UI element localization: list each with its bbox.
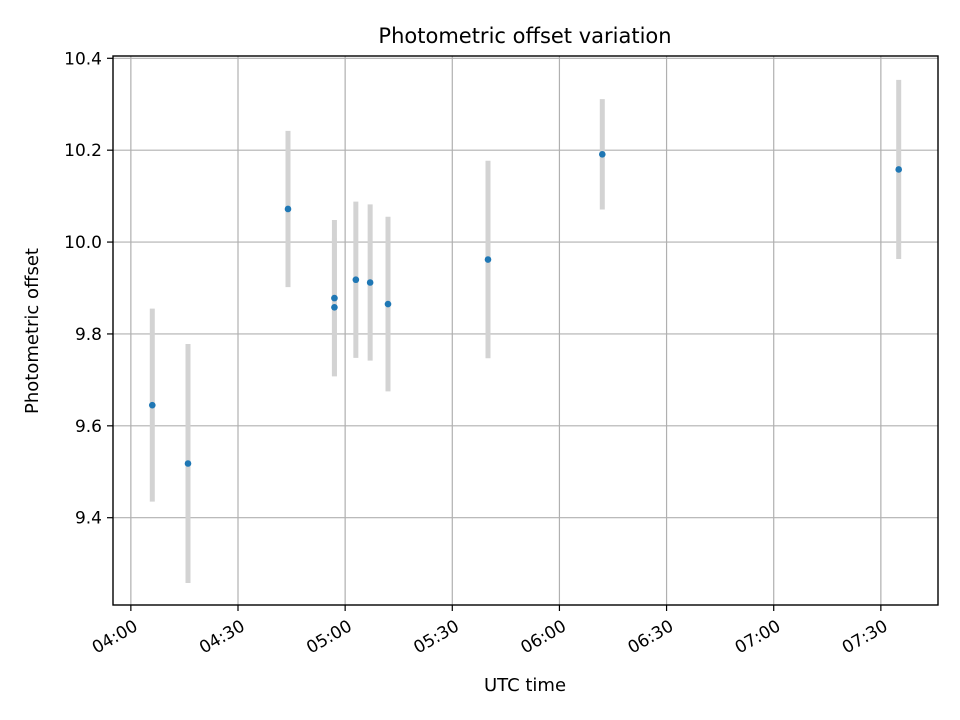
y-tick-label: 10.0 <box>64 233 102 253</box>
data-point <box>331 303 338 311</box>
data-point <box>184 460 192 467</box>
chart-title: Photometric offset variation <box>378 24 671 48</box>
data-point <box>148 401 156 409</box>
y-tick-label: 9.8 <box>75 325 102 345</box>
y-tick-label: 9.6 <box>75 417 102 437</box>
y-tick-label: 10.2 <box>64 141 102 161</box>
data-point <box>484 256 492 263</box>
y-axis-title: Photometric offset <box>22 248 43 414</box>
y-axis: 9.4 9.6 9.8 10.0 10.2 10.4 <box>64 49 113 529</box>
data-point <box>331 294 338 302</box>
data-point <box>366 279 374 286</box>
x-axis-title: UTC time <box>484 675 566 696</box>
grid <box>113 56 938 605</box>
data-point <box>895 166 903 173</box>
plot-frame <box>112 55 939 606</box>
data-point <box>352 276 360 284</box>
data-points <box>148 151 903 467</box>
y-tick-label: 9.4 <box>75 509 102 529</box>
y-tick-label: 10.4 <box>64 49 102 69</box>
data-point <box>598 151 606 158</box>
data-point <box>384 300 392 308</box>
data-point <box>284 205 292 213</box>
